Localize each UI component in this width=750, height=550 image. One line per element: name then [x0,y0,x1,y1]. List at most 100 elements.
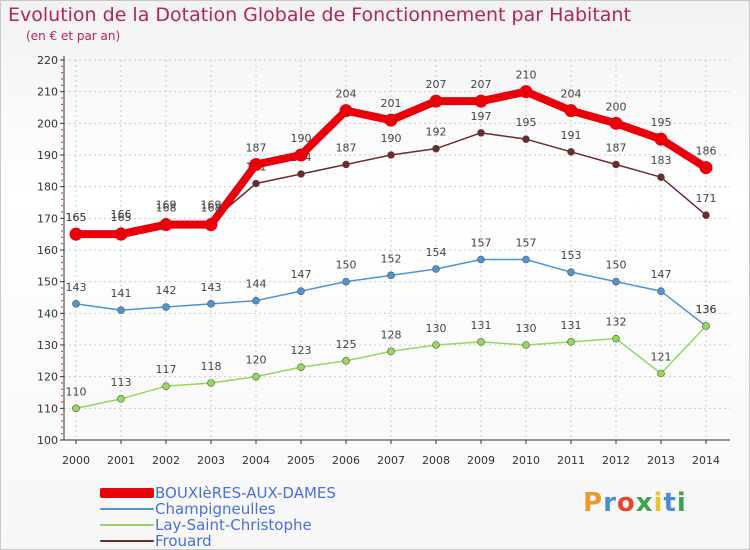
data-label: 165 [66,211,87,224]
data-label: 150 [336,259,357,272]
data-point [252,179,260,188]
data-label: 113 [111,376,132,389]
data-label: 110 [66,385,87,398]
data-label: 157 [471,237,492,250]
legend-label-bouxieres: BOUXIèRES-AUX-DAMES [155,484,336,502]
y-tick-label: 220 [37,54,58,67]
data-point [72,300,80,308]
data-label: 123 [291,344,312,357]
data-label: 169 [156,199,177,212]
data-label: 187 [606,142,627,155]
data-label: 183 [651,154,672,167]
chart-title: Evolution de la Dotation Globale de Fonc… [8,4,631,26]
data-point [432,265,440,273]
x-tick-label: 2002 [152,454,180,467]
data-point [609,116,623,130]
data-point [342,357,350,365]
legend-label-champigneulles: Champigneulles [155,500,276,518]
data-point [702,211,710,219]
data-label: 204 [336,88,357,101]
data-point [432,144,440,153]
logo-letter: x [635,488,654,518]
data-point [162,303,170,311]
data-point [342,160,350,169]
data-point [384,113,398,127]
y-tick-label: 150 [37,276,58,289]
logo-letter: i [676,488,687,518]
data-point [699,161,713,175]
data-label: 154 [426,246,447,259]
data-point [702,322,710,330]
data-label: 128 [381,328,402,341]
data-label: 120 [246,354,267,367]
x-tick-label: 2013 [647,454,675,467]
y-tick-label: 210 [37,86,58,99]
data-point [159,218,173,232]
data-label: 190 [291,132,312,145]
data-label: 125 [336,338,357,351]
data-point [117,395,125,403]
x-tick-label: 2001 [107,454,135,467]
data-point [69,227,83,241]
data-point [294,148,308,162]
data-point [612,160,620,169]
data-point [162,382,170,390]
data-label: 190 [381,132,402,145]
data-point [477,129,485,137]
y-tick-label: 110 [37,402,58,415]
data-point [114,227,128,241]
proxiti-logo: Proxiti [583,488,687,518]
data-point [297,287,305,295]
data-label: 187 [336,142,357,155]
data-point [612,334,620,343]
data-point [387,151,395,159]
data-label: 165 [66,211,87,224]
chart-subtitle: (en € et par an) [26,29,121,43]
legend-swatch-champigneulles [100,508,154,510]
data-point [519,85,533,99]
data-point [207,379,215,387]
data-point [297,170,305,178]
data-point [477,255,485,264]
data-label: 152 [381,252,402,265]
x-tick-label: 2005 [287,454,315,467]
data-point [474,94,488,108]
data-label: 132 [606,316,627,329]
y-tick-label: 200 [37,117,58,130]
data-label: 118 [201,360,222,373]
x-tick-label: 2000 [62,454,90,467]
data-label: 157 [516,237,537,250]
data-label: 195 [516,116,537,129]
data-label: 197 [471,110,492,123]
line-chart: 100 110 120 130 140 150 160 170 180 190 200 210 220 2… [37,54,730,467]
data-point [249,158,263,171]
data-point [522,135,530,143]
data-point [657,369,665,378]
data-label: 191 [561,129,582,142]
data-point [387,271,395,280]
data-label: 131 [561,319,582,332]
data-point [204,218,218,232]
data-point [297,363,305,371]
data-label: 130 [516,322,537,335]
logo-letter: i [653,488,664,518]
y-tick-label: 170 [37,212,58,225]
data-point [72,404,80,413]
data-label: 201 [381,97,402,110]
data-label: 200 [606,100,627,113]
legend-label-lay-saint-christophe: Lay-Saint-Christophe [155,516,312,534]
y-tick-label: 190 [37,149,58,162]
y-tick-label: 180 [37,181,58,194]
data-label: 136 [696,303,717,316]
data-label: 121 [651,351,672,364]
y-tick-label: 160 [37,244,58,257]
logo-letter: t [663,488,677,518]
data-label: 171 [696,192,717,205]
y-tick-label: 140 [37,307,58,320]
y-tick-label: 100 [37,434,58,447]
data-point [522,255,530,264]
data-label: 187 [246,142,267,155]
data-label: 117 [156,363,177,376]
data-label: 141 [111,287,132,300]
data-point [252,372,260,381]
